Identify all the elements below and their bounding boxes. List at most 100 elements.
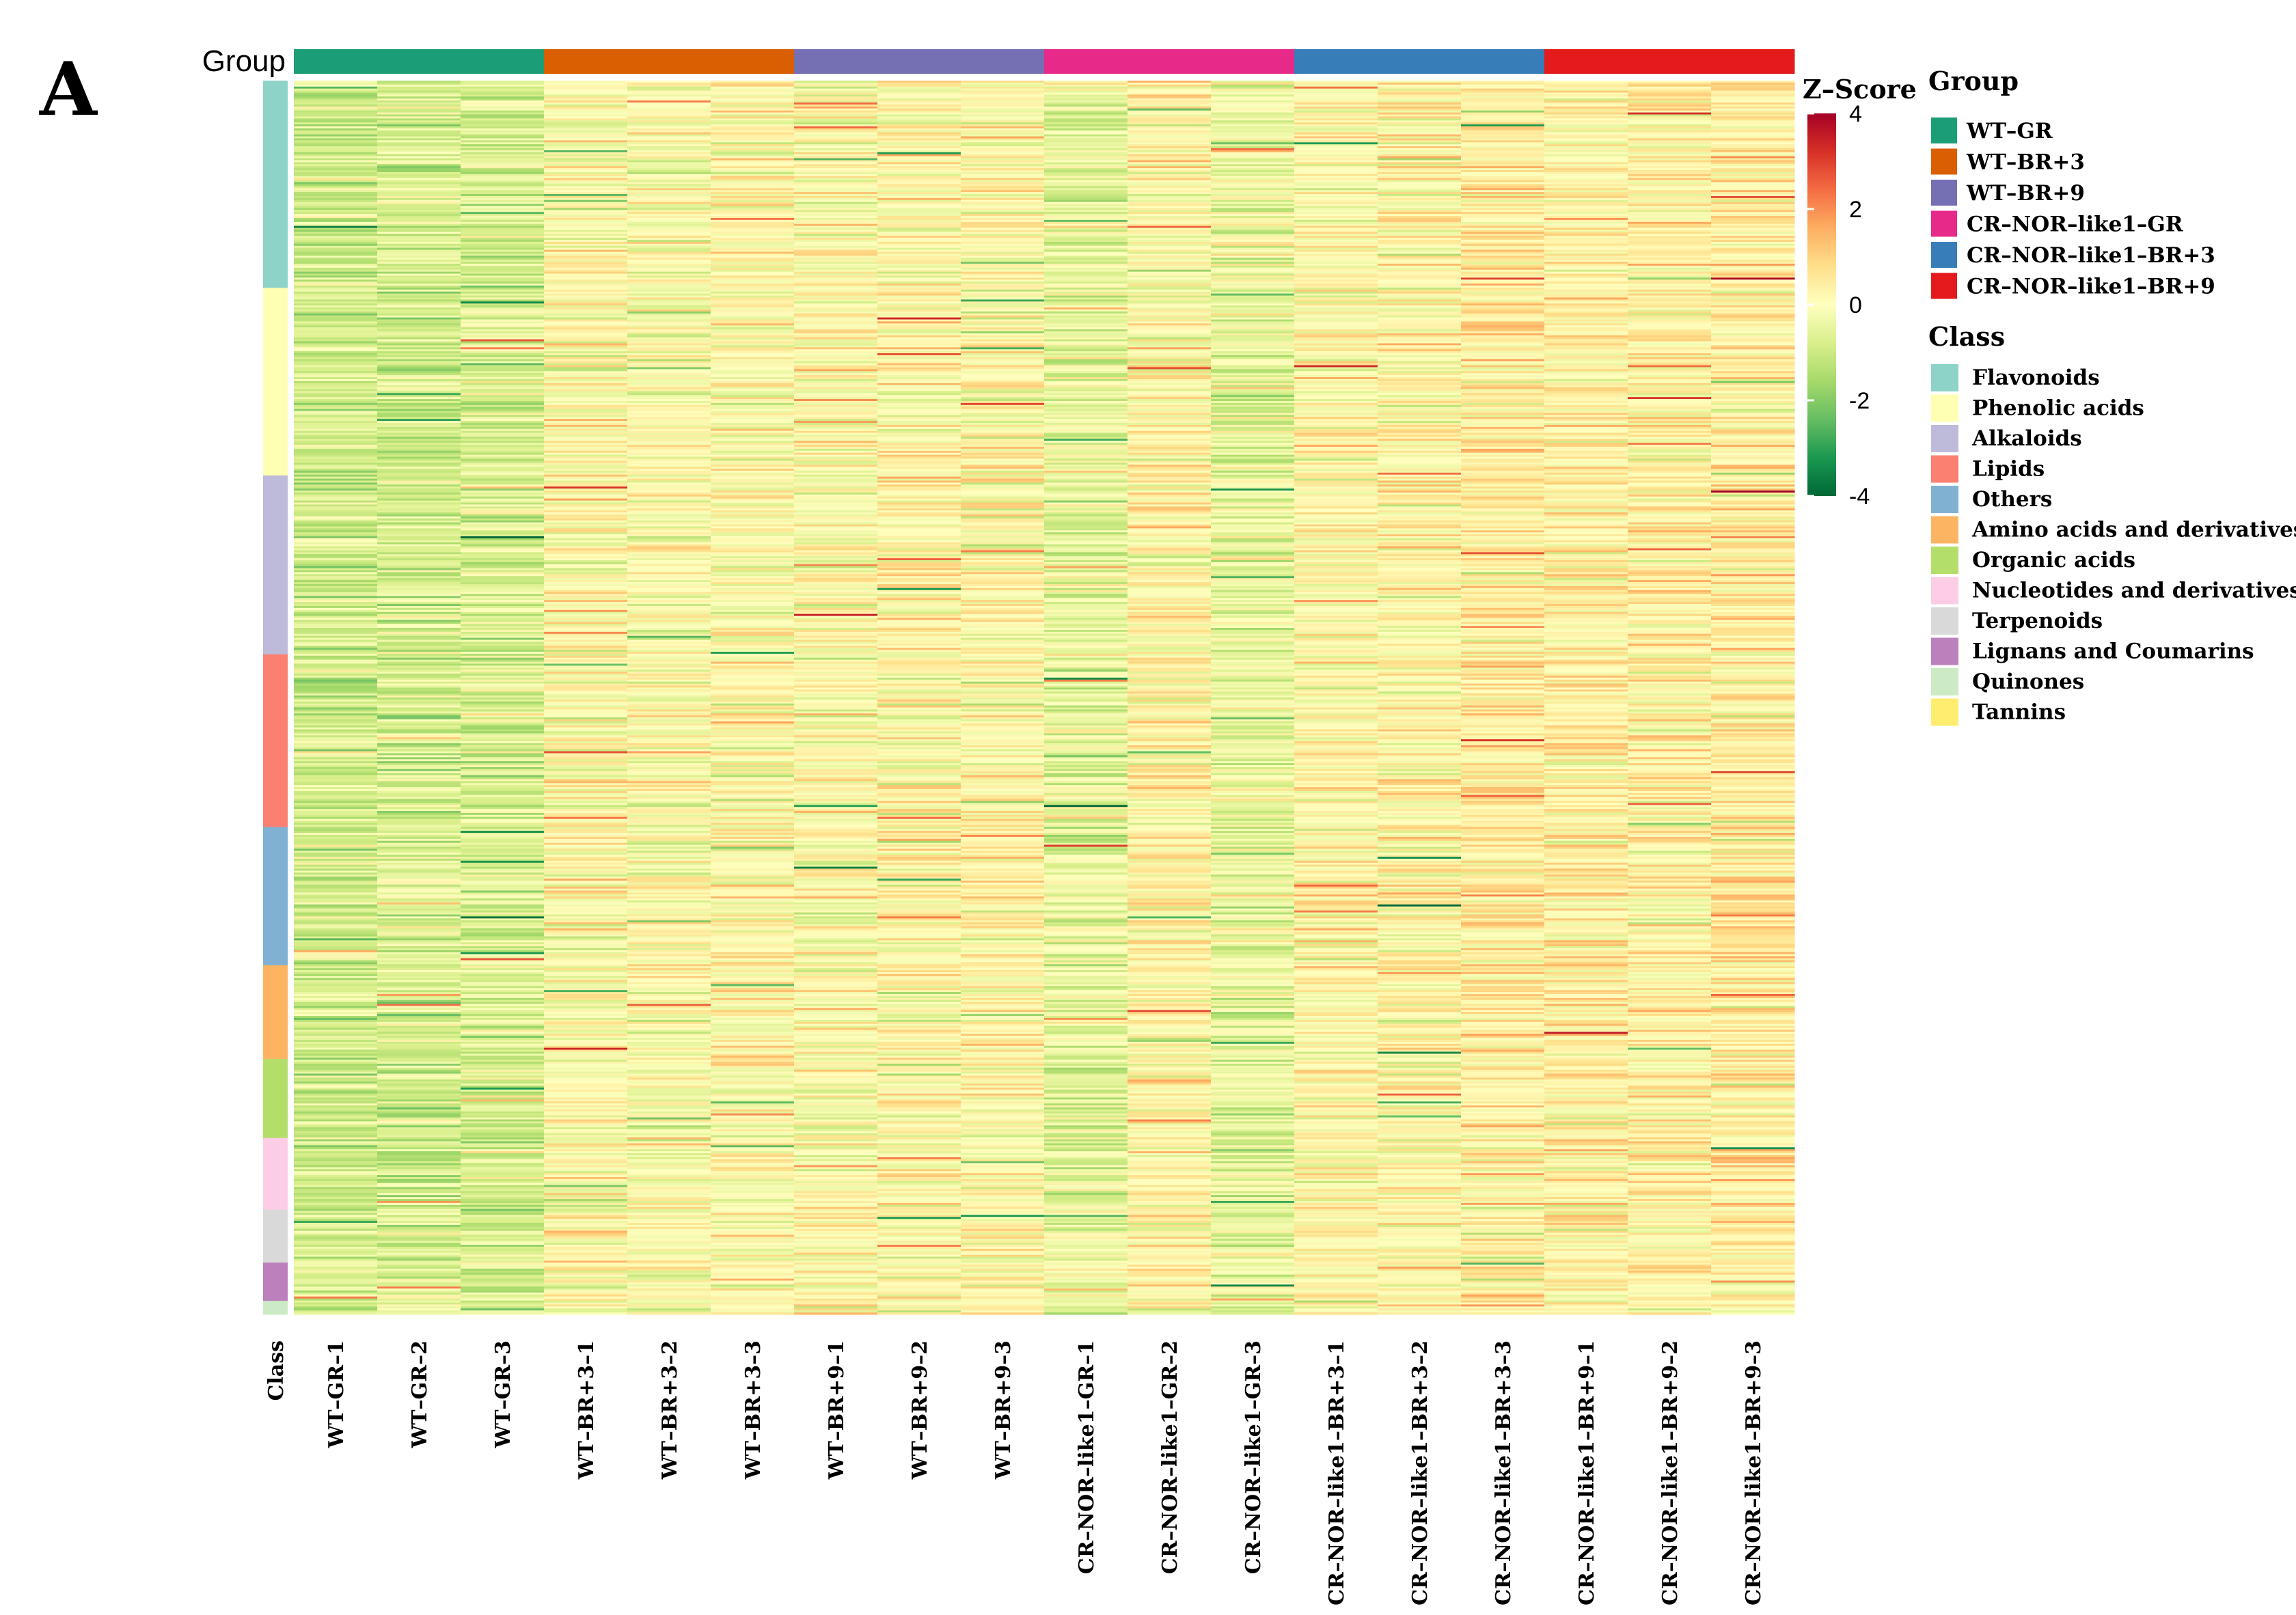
- heatmap-cell: [1711, 337, 1795, 340]
- heatmap-cell: [877, 510, 961, 513]
- heatmap-cell: [711, 138, 795, 141]
- heatmap-cell: [794, 393, 878, 396]
- heatmap-cell: [1211, 611, 1295, 615]
- heatmap-cell: [1211, 164, 1295, 167]
- heatmap-cell: [294, 592, 378, 595]
- heatmap-cell: [1378, 432, 1462, 436]
- heatmap-cell: [1544, 500, 1628, 503]
- heatmap-cell: [1294, 421, 1378, 424]
- heatmap-cell: [961, 287, 1045, 290]
- heatmap-cell: [961, 606, 1045, 609]
- heatmap-cell: [1378, 365, 1462, 368]
- heatmap-cell: [877, 110, 961, 113]
- heatmap-cell: [711, 578, 795, 581]
- heatmap-cell: [711, 542, 795, 545]
- heatmap-cell: [877, 243, 961, 247]
- heatmap-cell: [627, 110, 711, 113]
- panel-letter: A: [39, 46, 98, 133]
- heatmap-cell: [544, 325, 628, 328]
- heatmap-cell: [961, 271, 1045, 275]
- heatmap-cell: [294, 271, 378, 275]
- heatmap-cell: [877, 594, 961, 597]
- heatmap-cell: [794, 178, 878, 181]
- heatmap-cell: [544, 291, 628, 294]
- heatmap-cell: [1628, 510, 1712, 513]
- heatmap-cell: [461, 230, 545, 232]
- heatmap-cell: [1044, 532, 1128, 535]
- heatmap-cell: [1378, 480, 1462, 483]
- heatmap-cell: [1378, 613, 1462, 617]
- heatmap-cell: [794, 472, 878, 475]
- heatmap-cell: [794, 329, 878, 332]
- heatmap-cell: [461, 265, 545, 268]
- heatmap-cell: [627, 84, 711, 87]
- heatmap-cell: [794, 170, 878, 173]
- heatmap-cell: [1378, 423, 1462, 426]
- heatmap-cell: [877, 225, 961, 229]
- heatmap-cell: [1211, 606, 1295, 609]
- heatmap-cell: [1128, 136, 1212, 139]
- heatmap-cell: [1711, 202, 1795, 205]
- heatmap-cell: [294, 357, 378, 360]
- heatmap-cell: [1461, 291, 1545, 294]
- heatmap-cell: [1128, 81, 1212, 83]
- heatmap-cell: [1128, 486, 1212, 489]
- heatmap-cell: [1628, 626, 1712, 629]
- heatmap-cell: [1378, 441, 1462, 443]
- heatmap-cell: [1378, 134, 1462, 137]
- heatmap-cell: [461, 238, 545, 240]
- heatmap-cell: [794, 116, 878, 119]
- heatmap-cell: [1628, 112, 1712, 115]
- heatmap-cell: [794, 460, 878, 463]
- heatmap-cell: [1378, 128, 1462, 131]
- heatmap-cell: [1711, 208, 1795, 210]
- heatmap-cell: [1461, 413, 1545, 415]
- class-annotation-bar: [263, 81, 288, 1315]
- heatmap-cell: [627, 171, 711, 175]
- heatmap-cell: [1128, 96, 1212, 99]
- heatmap-cell: [544, 568, 628, 571]
- heatmap-cell: [1461, 432, 1545, 436]
- heatmap-cell: [711, 343, 795, 346]
- heatmap-cell: [1461, 375, 1545, 378]
- heatmap-cell: [1628, 470, 1712, 473]
- heatmap-cell: [1544, 204, 1628, 207]
- heatmap-cell: [794, 315, 878, 318]
- heatmap-cell: [961, 421, 1045, 424]
- heatmap-cell: [711, 622, 795, 624]
- heatmap-cell: [1628, 506, 1712, 509]
- heatmap-cell: [1044, 219, 1128, 223]
- heatmap-cell: [627, 251, 711, 255]
- heatmap-cell: [377, 609, 461, 613]
- heatmap-cell: [1211, 526, 1295, 529]
- heatmap-cell: [1044, 566, 1128, 569]
- heatmap-cell: [794, 241, 878, 245]
- heatmap-cell: [1461, 428, 1545, 432]
- heatmap-cell: [544, 341, 628, 344]
- heatmap-cell: [377, 162, 461, 165]
- heatmap-cell: [711, 496, 795, 499]
- heatmap-cell: [794, 188, 878, 191]
- heatmap-cell: [1294, 369, 1378, 372]
- heatmap-cell: [544, 116, 628, 119]
- heatmap-cell: [711, 556, 795, 559]
- heatmap-cell: [461, 526, 545, 529]
- heatmap-cell: [1044, 594, 1128, 597]
- heatmap-cell: [1378, 88, 1462, 92]
- heatmap-cell: [1711, 628, 1795, 631]
- heatmap-cell: [1294, 240, 1378, 243]
- heatmap-cell: [1378, 560, 1462, 563]
- heatmap-cell: [627, 363, 711, 366]
- heatmap-cell: [877, 234, 961, 236]
- heatmap-cell: [1211, 152, 1295, 155]
- heatmap-cell: [711, 387, 795, 390]
- heatmap-cell: [1294, 100, 1378, 103]
- class-bar-segment: [263, 81, 288, 288]
- heatmap-cell: [377, 349, 461, 352]
- heatmap-cell: [1628, 482, 1712, 485]
- heatmap-cell: [1211, 214, 1295, 217]
- heatmap-cell: [294, 406, 378, 410]
- heatmap-cell: [461, 116, 545, 119]
- heatmap-cell: [1711, 286, 1795, 288]
- heatmap-cell: [1211, 186, 1295, 189]
